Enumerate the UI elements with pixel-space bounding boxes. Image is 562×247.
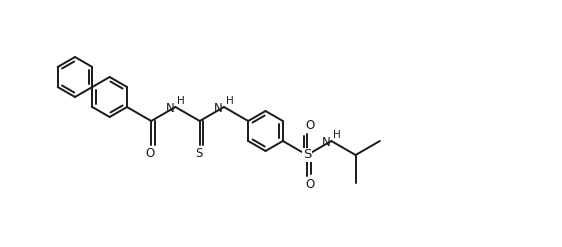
Text: H: H [178,96,185,106]
Text: N: N [166,102,174,115]
Text: O: O [146,147,155,160]
Text: H: H [333,130,341,140]
Text: N: N [214,102,223,115]
Text: N: N [321,136,330,148]
Text: O: O [306,119,315,132]
Text: O: O [306,178,315,191]
Text: S: S [195,147,202,160]
Text: H: H [226,96,234,106]
Text: S: S [303,148,311,162]
